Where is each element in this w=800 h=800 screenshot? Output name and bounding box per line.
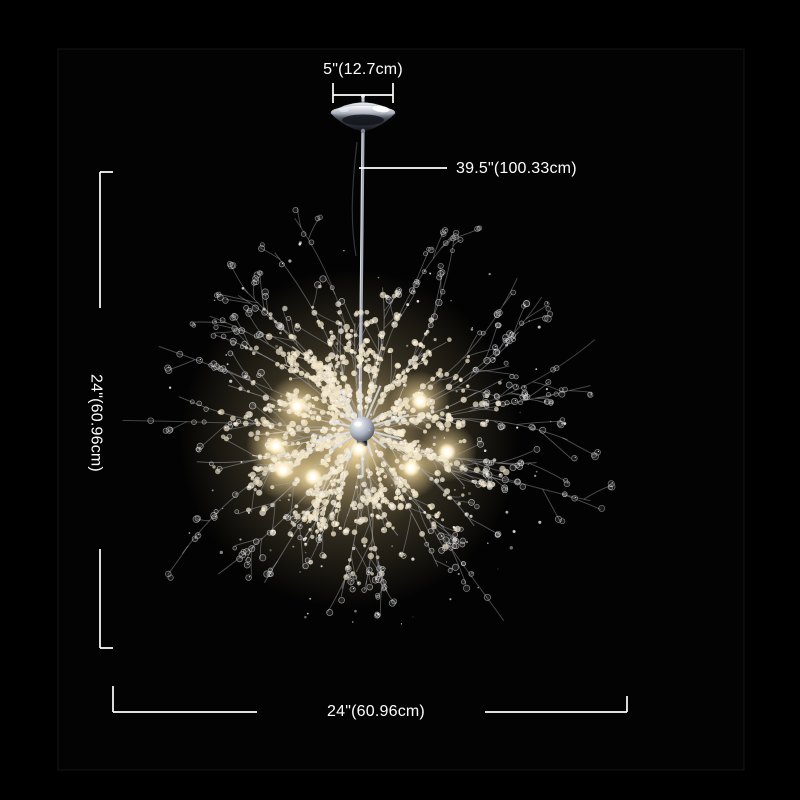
canopy-width-dimension-line [332, 83, 394, 103]
fixture-height-label: 24"(60.96cm) [87, 374, 105, 472]
dimension-annotations [99, 83, 628, 713]
drop-height-label: 39.5"(100.33cm) [456, 160, 577, 177]
fixture-width-label: 24"(60.96cm) [327, 703, 425, 720]
fixture-width-dimension-line [112, 686, 628, 713]
canopy-width-label: 5"(12.7cm) [323, 61, 403, 78]
fixture-height-dimension-line [99, 171, 113, 649]
chandelier-illustration [122, 94, 616, 625]
